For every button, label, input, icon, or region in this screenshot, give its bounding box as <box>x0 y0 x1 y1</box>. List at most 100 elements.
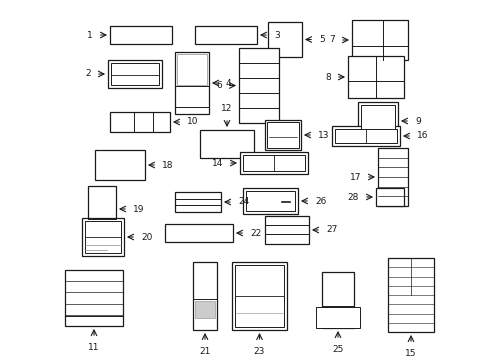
Text: 22: 22 <box>249 229 261 238</box>
Bar <box>240 49 278 63</box>
Bar <box>66 293 122 303</box>
Bar <box>66 315 122 325</box>
Bar <box>331 126 399 146</box>
Text: 27: 27 <box>325 225 337 234</box>
Text: 26: 26 <box>314 197 325 206</box>
Bar <box>243 155 305 171</box>
Bar <box>96 158 143 165</box>
Bar <box>268 22 301 30</box>
Bar <box>240 108 278 122</box>
Bar <box>388 296 432 304</box>
Bar <box>266 122 298 148</box>
Text: 15: 15 <box>405 349 416 358</box>
Bar <box>201 142 252 146</box>
Bar <box>111 63 159 85</box>
Bar <box>268 31 301 39</box>
Text: 5: 5 <box>318 35 324 44</box>
Text: 17: 17 <box>349 172 360 181</box>
Bar <box>240 94 278 108</box>
Text: 12: 12 <box>221 104 232 113</box>
Bar <box>360 105 394 137</box>
Bar <box>388 305 432 313</box>
Bar <box>195 26 257 44</box>
Bar <box>347 56 403 98</box>
Text: 18: 18 <box>162 161 173 170</box>
Bar <box>201 147 252 152</box>
Bar <box>321 272 353 328</box>
Bar <box>388 277 432 285</box>
Text: 13: 13 <box>317 130 329 139</box>
Text: 11: 11 <box>88 343 100 352</box>
Bar <box>265 226 307 234</box>
Bar <box>388 268 432 276</box>
Text: 19: 19 <box>133 204 144 213</box>
Text: 24: 24 <box>238 198 249 207</box>
Bar <box>231 262 286 330</box>
Bar <box>176 199 220 205</box>
Bar <box>378 158 406 167</box>
Bar <box>378 197 406 206</box>
Bar <box>66 304 122 314</box>
Bar <box>239 48 279 123</box>
Text: 6: 6 <box>216 81 222 90</box>
Text: 1: 1 <box>87 31 93 40</box>
Text: 9: 9 <box>414 117 420 126</box>
Bar <box>351 20 407 60</box>
Bar <box>195 301 215 318</box>
Bar <box>264 216 308 244</box>
Bar <box>387 258 433 332</box>
Text: 23: 23 <box>253 347 264 356</box>
Bar <box>388 286 432 294</box>
Bar <box>201 153 252 158</box>
Bar <box>66 282 122 292</box>
Bar <box>268 40 301 48</box>
Bar <box>165 225 231 242</box>
Bar <box>110 112 170 132</box>
Bar <box>357 102 397 140</box>
Bar <box>176 206 220 211</box>
Bar <box>378 168 406 176</box>
Bar <box>108 60 162 88</box>
Bar <box>95 150 145 180</box>
Bar <box>96 166 143 172</box>
Bar <box>267 22 302 57</box>
Bar <box>200 130 253 158</box>
Bar <box>88 186 116 232</box>
Bar <box>243 188 297 214</box>
Bar <box>110 26 172 44</box>
Text: 28: 28 <box>347 193 358 202</box>
Bar <box>265 235 307 243</box>
Bar <box>388 258 432 267</box>
Bar <box>201 136 252 141</box>
Text: 7: 7 <box>328 36 334 45</box>
Text: 10: 10 <box>186 117 198 126</box>
Bar <box>264 120 301 150</box>
Text: 8: 8 <box>325 72 330 81</box>
Bar <box>240 63 278 77</box>
Text: 21: 21 <box>199 347 210 356</box>
Bar <box>378 148 406 157</box>
Bar <box>66 270 122 281</box>
Bar <box>315 307 359 328</box>
Bar <box>193 262 217 330</box>
Bar <box>245 191 294 211</box>
Bar <box>176 193 220 198</box>
Bar <box>388 314 432 322</box>
Bar <box>96 173 143 180</box>
Bar <box>175 52 208 114</box>
Text: 4: 4 <box>225 78 231 87</box>
Bar <box>377 148 407 206</box>
Bar <box>201 130 252 135</box>
Bar <box>378 187 406 196</box>
Bar <box>164 224 232 242</box>
Text: 2: 2 <box>85 69 91 78</box>
Bar <box>65 270 123 326</box>
Bar <box>177 54 206 85</box>
Text: 3: 3 <box>273 31 279 40</box>
Bar <box>235 265 284 327</box>
Bar <box>240 78 278 93</box>
Text: 25: 25 <box>332 345 343 354</box>
Bar <box>175 192 221 212</box>
Text: 16: 16 <box>416 131 427 140</box>
Bar <box>378 177 406 186</box>
